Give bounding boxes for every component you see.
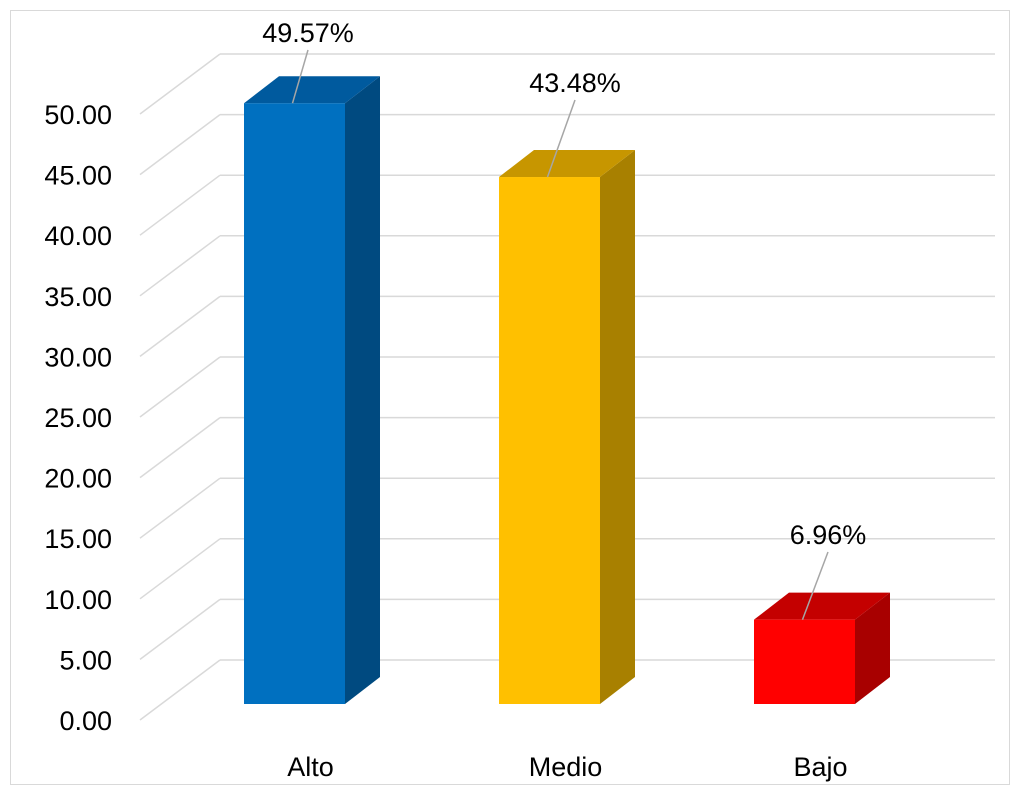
bar-side-bajo: [855, 592, 890, 704]
category-label: Medio: [529, 752, 603, 782]
bar-medio: [499, 177, 600, 704]
y-tick-label: 20.00: [44, 464, 112, 494]
gridline-diagonal: [139, 356, 221, 418]
y-tick-label: 0.00: [59, 706, 112, 736]
gridline-diagonal: [139, 598, 221, 661]
y-tick-label: 35.00: [44, 282, 112, 312]
gridline-diagonal: [139, 53, 221, 115]
bar-alto: [244, 103, 345, 704]
gridline-diagonal: [139, 477, 221, 539]
leader-line: [801, 551, 829, 620]
y-tick-label: 5.00: [59, 645, 112, 675]
leader-line: [291, 49, 309, 104]
gridline-diagonal: [139, 417, 221, 479]
bar-top-medio: [499, 150, 635, 178]
y-tick-label: 45.00: [44, 161, 112, 191]
y-tick-label: 30.00: [44, 342, 112, 372]
leader-line: [546, 99, 576, 178]
y-tick-label: 50.00: [44, 100, 112, 130]
gridline-diagonal: [139, 235, 221, 297]
bar-side-medio: [600, 150, 635, 704]
gridline-diagonal: [139, 659, 221, 721]
data-label: 43.48%: [529, 68, 621, 98]
y-tick-label: 40.00: [44, 221, 112, 251]
category-label: Alto: [287, 752, 334, 782]
bar-side-alto: [345, 76, 380, 704]
y-tick-label: 10.00: [44, 585, 112, 615]
y-axis-ticks: 0.00 5.00 10.00 15.00 20.00 25.00 30.00 35.00 40…: [44, 100, 112, 736]
data-labels: 49.57% 43.48% 6.96%: [262, 18, 866, 620]
data-label: 6.96%: [790, 520, 867, 550]
x-axis-categories: Alto Medio Bajo: [287, 752, 847, 782]
bar-bajo: [754, 619, 855, 704]
bar-top-alto: [244, 76, 380, 104]
gridline-diagonal: [139, 174, 221, 236]
gridline-diagonal: [139, 295, 221, 357]
bars: [244, 76, 890, 704]
category-label: Bajo: [793, 752, 847, 782]
bar-top-bajo: [754, 592, 890, 620]
y-tick-label: 25.00: [44, 403, 112, 433]
data-label: 49.57%: [262, 18, 354, 48]
gridline-diagonal: [139, 113, 221, 176]
y-tick-label: 15.00: [44, 524, 112, 554]
gridline-diagonal: [139, 538, 221, 600]
